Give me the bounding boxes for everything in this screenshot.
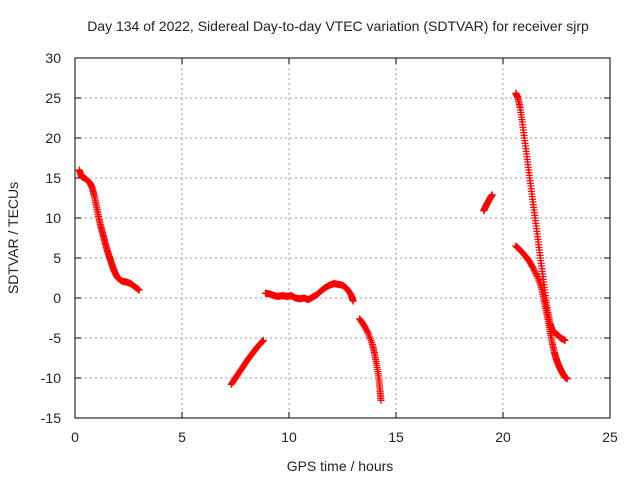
plot-frame: [74, 57, 611, 419]
data-point: [533, 271, 541, 279]
series-arc-3: [261, 280, 357, 305]
data-point: [363, 328, 371, 336]
x-axis-tick-labels: 0 5 10 15 20 25: [71, 429, 618, 445]
series-arc-2: [227, 336, 267, 388]
x-tick-label: 0: [71, 429, 79, 445]
series-arc-6: [512, 89, 569, 344]
data-point: [377, 396, 385, 404]
y-tick-label: 30: [45, 50, 61, 66]
series-arc-4: [356, 315, 385, 404]
data-point: [135, 286, 143, 294]
data-point: [259, 336, 267, 344]
y-axis-label: SDTVAR / TECUs: [5, 182, 21, 294]
x-tick-label: 10: [281, 429, 297, 445]
series-arc-1: [75, 166, 143, 294]
data-point: [561, 336, 569, 344]
x-tick-label: 25: [602, 429, 618, 445]
y-tick-label: 10: [45, 210, 61, 226]
axis-ticks: [74, 57, 611, 419]
x-axis-label: GPS time / hours: [287, 458, 394, 474]
series-arc-5: [480, 191, 496, 215]
y-tick-label: 5: [53, 250, 61, 266]
y-tick-label: 25: [45, 90, 61, 106]
y-tick-label: 15: [45, 170, 61, 186]
y-tick-label: 20: [45, 130, 61, 146]
chart-title: Day 134 of 2022, Sidereal Day-to-day VTE…: [87, 18, 589, 34]
y-tick-label: -15: [41, 410, 61, 426]
data-point: [349, 297, 357, 305]
y-tick-label: 0: [53, 290, 61, 306]
y-tick-label: -5: [49, 330, 62, 346]
y-tick-label: -10: [41, 370, 61, 386]
data-point: [488, 191, 496, 199]
x-tick-label: 15: [388, 429, 404, 445]
series-arc-7: [512, 242, 571, 383]
data-point: [563, 375, 571, 383]
x-tick-label: 5: [178, 429, 186, 445]
grid-lines: [75, 58, 610, 418]
y-axis-tick-labels: -15 -10 -5 0 5 10 15 20 25 30: [41, 50, 61, 426]
data-points: [75, 89, 571, 404]
x-tick-label: 20: [495, 429, 511, 445]
